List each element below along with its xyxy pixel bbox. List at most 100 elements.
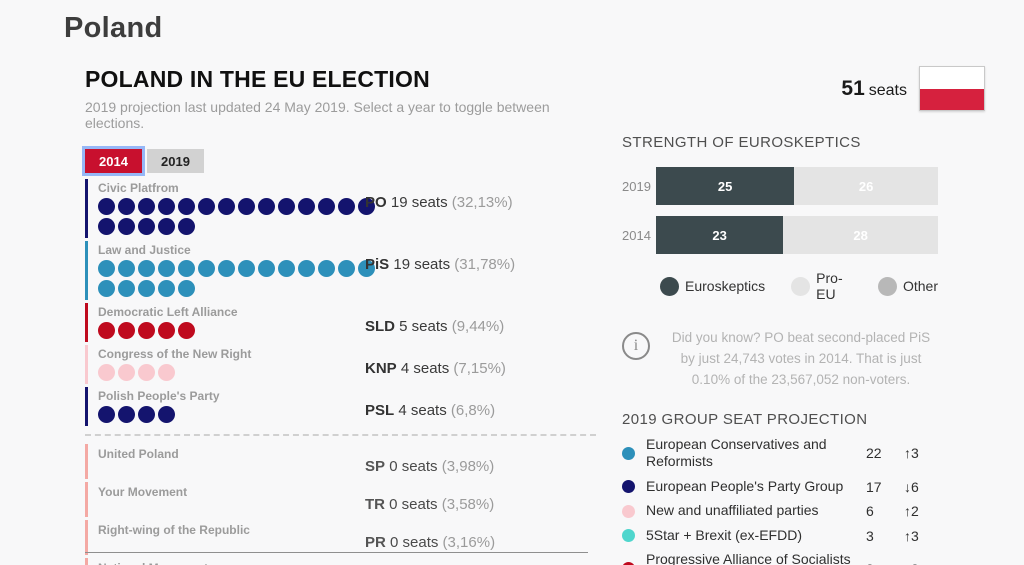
- euroskeptics-segment: 25: [656, 167, 795, 205]
- group-row: Progressive Alliance of Socialists and D…: [622, 551, 938, 565]
- bar-year-label: 2014: [622, 227, 651, 243]
- party-vote-share: (3,58%): [441, 496, 495, 513]
- group-row: 5Star + Brexit (ex-EFDD) 3 ↑3: [622, 527, 938, 545]
- seat-dot: [218, 260, 235, 277]
- party-row: Polish People's Party PSL 4 seats (6,8%): [85, 387, 596, 426]
- seat-dot: [238, 198, 255, 215]
- seat-dot: [138, 322, 155, 339]
- party-abbr: PiS: [365, 256, 390, 273]
- legend-item: Pro-EU: [791, 270, 852, 302]
- year-tab-2019[interactable]: 2019: [147, 149, 204, 173]
- seat-dot: [198, 198, 215, 215]
- party-main: Your Movement: [98, 485, 365, 513]
- euroskeptics-legend: Euroskeptics Pro-EU Other: [660, 270, 938, 302]
- year-tab-2014[interactable]: 2014: [85, 149, 142, 173]
- seat-dot: [338, 260, 355, 277]
- group-seats: 22: [866, 445, 882, 462]
- party-seats-text: SP 0 seats (3,98%): [365, 458, 494, 475]
- group-projection-list: European Conservatives and Reformists 22…: [622, 436, 938, 565]
- seat-dot: [158, 218, 175, 235]
- party-row: Congress of the New Right KNP 4 seats (7…: [85, 345, 596, 384]
- party-row: Democratic Left Alliance SLD 5 seats (9,…: [85, 303, 596, 342]
- legend-item: Other: [877, 270, 938, 302]
- seat-dot: [298, 198, 315, 215]
- group-label: New and unaffiliated parties: [646, 502, 819, 519]
- party-main: Law and Justice: [98, 243, 375, 297]
- did-you-know-text: Did you know? PO beat second-placed PiS …: [671, 330, 931, 387]
- seat-dot: [118, 198, 135, 215]
- total-seats-label: 51 seats: [841, 77, 907, 101]
- group-change: ↑3: [904, 527, 919, 544]
- zero-party-row: Right-wing of the Republic PR 0 seats (3…: [85, 520, 596, 555]
- party-name: Democratic Left Alliance: [98, 305, 238, 319]
- seat-dot: [178, 260, 195, 277]
- party-seat-count: 0 seats: [389, 496, 442, 513]
- legend-label: Other: [902, 278, 938, 294]
- seat-dot: [178, 218, 195, 235]
- party-abbr: PR: [365, 534, 386, 551]
- party-seat-dots: [98, 364, 378, 381]
- party-name: Polish People's Party: [98, 389, 220, 403]
- legend-swatch-icon: [877, 276, 897, 296]
- seat-dot: [138, 260, 155, 277]
- bottom-divider: [85, 552, 588, 553]
- seat-dot: [238, 260, 255, 277]
- total-seats-indicator: 51 seats: [841, 66, 985, 111]
- party-seat-count: 19 seats: [393, 256, 455, 273]
- seat-dot: [158, 406, 175, 423]
- legend-swatch-icon: [791, 276, 811, 296]
- zero-party-row: Your Movement TR 0 seats (3,58%): [85, 482, 596, 517]
- zero-party-row: United Poland SP 0 seats (3,98%): [85, 444, 596, 479]
- zero-seat-divider: [85, 434, 596, 436]
- party-main: United Poland: [98, 447, 365, 475]
- party-abbr: PSL: [365, 402, 395, 419]
- group-row: European Conservatives and Reformists 22…: [622, 436, 938, 471]
- section-subtitle: 2019 projection last updated 24 May 2019…: [85, 99, 550, 131]
- party-name: United Poland: [98, 447, 179, 461]
- flag-red-stripe: [920, 88, 984, 110]
- group-change: ↓2: [904, 561, 938, 565]
- seat-dot: [258, 260, 275, 277]
- party-seat-dots: [98, 198, 378, 235]
- seat-dot: [138, 280, 155, 297]
- seat-dot: [98, 364, 115, 381]
- bar-year-label: 2019: [622, 178, 651, 194]
- legend-label: Euroskeptics: [685, 278, 766, 294]
- party-name: Law and Justice: [98, 243, 191, 257]
- seat-dot: [218, 198, 235, 215]
- total-seats-number: 51: [841, 76, 865, 100]
- group-change: ↑3: [904, 445, 919, 462]
- seat-dot: [98, 218, 115, 235]
- party-vote-share: (7,15%): [453, 360, 506, 377]
- seat-dot: [98, 280, 115, 297]
- seat-dot: [98, 322, 115, 339]
- seat-dot: [138, 198, 155, 215]
- party-vote-share: (31,78%): [454, 256, 516, 273]
- party-abbr: PO: [365, 194, 387, 211]
- zero-party-row: National Movement RN 0 seats (1,4%): [85, 558, 596, 565]
- euroskeptics-title: STRENGTH OF EUROSKEPTICS: [622, 134, 861, 151]
- party-name: Right-wing of the Republic: [98, 523, 250, 537]
- year-toggle: 2014 2019: [85, 149, 596, 173]
- group-color-dot-icon: [622, 529, 635, 543]
- seat-dot: [118, 322, 135, 339]
- legend-swatch-icon: [660, 276, 679, 296]
- party-row: Law and Justice PiS 19 seats (31,78%): [85, 241, 596, 300]
- seat-dot: [118, 364, 135, 381]
- party-main: Democratic Left Alliance: [98, 305, 365, 339]
- seats-word: seats: [868, 81, 907, 99]
- party-seats-text: PO 19 seats (32,13%): [365, 194, 513, 235]
- seat-dot: [98, 260, 115, 277]
- party-seats-text: PR 0 seats (3,16%): [365, 534, 495, 551]
- party-row: Civic Platfrom PO 19 seats (32,13%): [85, 179, 596, 238]
- seat-dot: [358, 198, 375, 215]
- party-results-list: Civic Platfrom PO 19 seats (32,13%) Law …: [85, 179, 596, 426]
- seat-dot: [178, 322, 195, 339]
- seat-dot: [118, 406, 135, 423]
- seat-dot: [298, 260, 315, 277]
- party-seat-dots: [98, 406, 378, 423]
- euroskeptics-bar-row: 2014 23 28: [622, 216, 938, 254]
- party-name: Congress of the New Right: [98, 347, 252, 361]
- seat-dot: [278, 198, 295, 215]
- party-seats-text: PSL 4 seats (6,8%): [365, 402, 495, 423]
